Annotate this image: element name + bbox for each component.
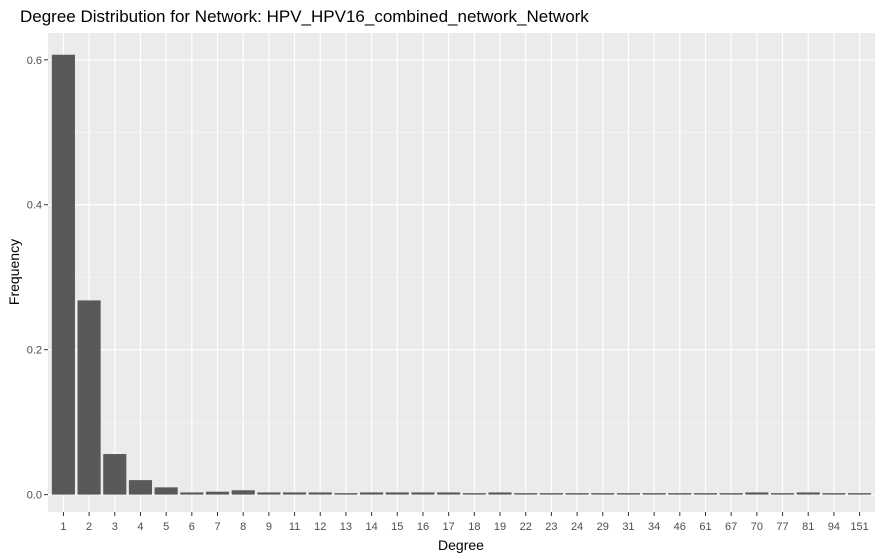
bar — [822, 493, 846, 495]
x-tick-label: 24 — [571, 521, 583, 533]
bar — [693, 493, 718, 495]
y-axis-ticks: 0.0 0.2 0.4 0.6 — [27, 55, 48, 502]
bar — [411, 492, 435, 495]
x-tick-label: 8 — [240, 521, 246, 533]
x-tick-label: 4 — [137, 521, 143, 533]
y-tick-label: 0.2 — [27, 345, 42, 357]
bar — [334, 493, 358, 495]
x-tick-label: 16 — [417, 521, 429, 533]
bar — [616, 493, 640, 495]
x-tick-label: 94 — [828, 521, 840, 533]
x-tick-label: 19 — [494, 521, 506, 533]
bar — [308, 492, 332, 495]
bars — [51, 54, 872, 495]
bar — [77, 300, 101, 495]
x-tick-label: 29 — [597, 521, 609, 533]
y-tick-label: 0.6 — [27, 55, 42, 67]
x-tick-label: 34 — [648, 521, 660, 533]
x-tick-label: 1 — [60, 521, 66, 533]
x-tick-label: 17 — [443, 521, 455, 533]
x-tick-label: 151 — [850, 521, 868, 533]
grid-lines — [48, 33, 875, 512]
x-tick-label: 61 — [699, 521, 711, 533]
bar — [437, 492, 461, 495]
x-tick-label: 23 — [545, 521, 557, 533]
x-tick-label: 6 — [189, 521, 195, 533]
x-tick-label: 46 — [674, 521, 686, 533]
y-tick-label: 0.4 — [27, 200, 42, 212]
bar — [257, 492, 281, 495]
x-tick-label: 14 — [365, 521, 377, 533]
bar — [103, 454, 127, 495]
bar — [283, 492, 307, 495]
x-tick-label: 67 — [725, 521, 737, 533]
y-tick-label: 0.0 — [27, 490, 42, 502]
x-tick-label: 2 — [86, 521, 92, 533]
bar — [128, 480, 153, 495]
x-tick-label: 5 — [163, 521, 169, 533]
bar — [180, 492, 204, 495]
bar — [462, 493, 486, 495]
bar — [154, 487, 178, 495]
bar — [745, 492, 769, 495]
bar — [205, 491, 230, 495]
plot-panel — [48, 33, 875, 512]
x-tick-label: 31 — [622, 521, 634, 533]
x-tick-label: 18 — [468, 521, 480, 533]
bar — [642, 493, 666, 495]
bar — [565, 493, 589, 495]
x-tick-label: 9 — [266, 521, 272, 533]
x-tick-label: 12 — [314, 521, 326, 533]
bar — [385, 492, 409, 495]
bar — [360, 492, 384, 495]
x-tick-label: 13 — [340, 521, 352, 533]
bar — [514, 493, 538, 495]
x-tick-label: 81 — [802, 521, 814, 533]
chart-title: Degree Distribution for Network: HPV_HPV… — [20, 7, 589, 26]
x-tick-label: 22 — [520, 521, 532, 533]
bar — [796, 492, 820, 495]
x-tick-label: 7 — [214, 521, 220, 533]
bar — [231, 490, 255, 495]
bar — [539, 493, 563, 495]
bar — [668, 493, 692, 495]
bar — [51, 54, 75, 495]
x-tick-label: 11 — [289, 521, 300, 533]
bar — [719, 493, 743, 495]
y-axis-title: Frequency — [6, 239, 22, 305]
x-tick-label: 15 — [391, 521, 403, 533]
bar — [770, 493, 795, 495]
x-axis-title: Degree — [438, 537, 484, 553]
x-axis-ticks: 1 2 3 4 5 6 7 8 9 11 12 13 14 15 16 17 18 19 22 23 24 29 31 34 4… — [60, 512, 869, 533]
x-tick-label: 3 — [112, 521, 118, 533]
x-tick-label: 70 — [751, 521, 763, 533]
bar — [591, 493, 615, 495]
bar — [488, 492, 512, 495]
x-tick-label: 77 — [776, 521, 788, 533]
bar — [848, 493, 872, 495]
